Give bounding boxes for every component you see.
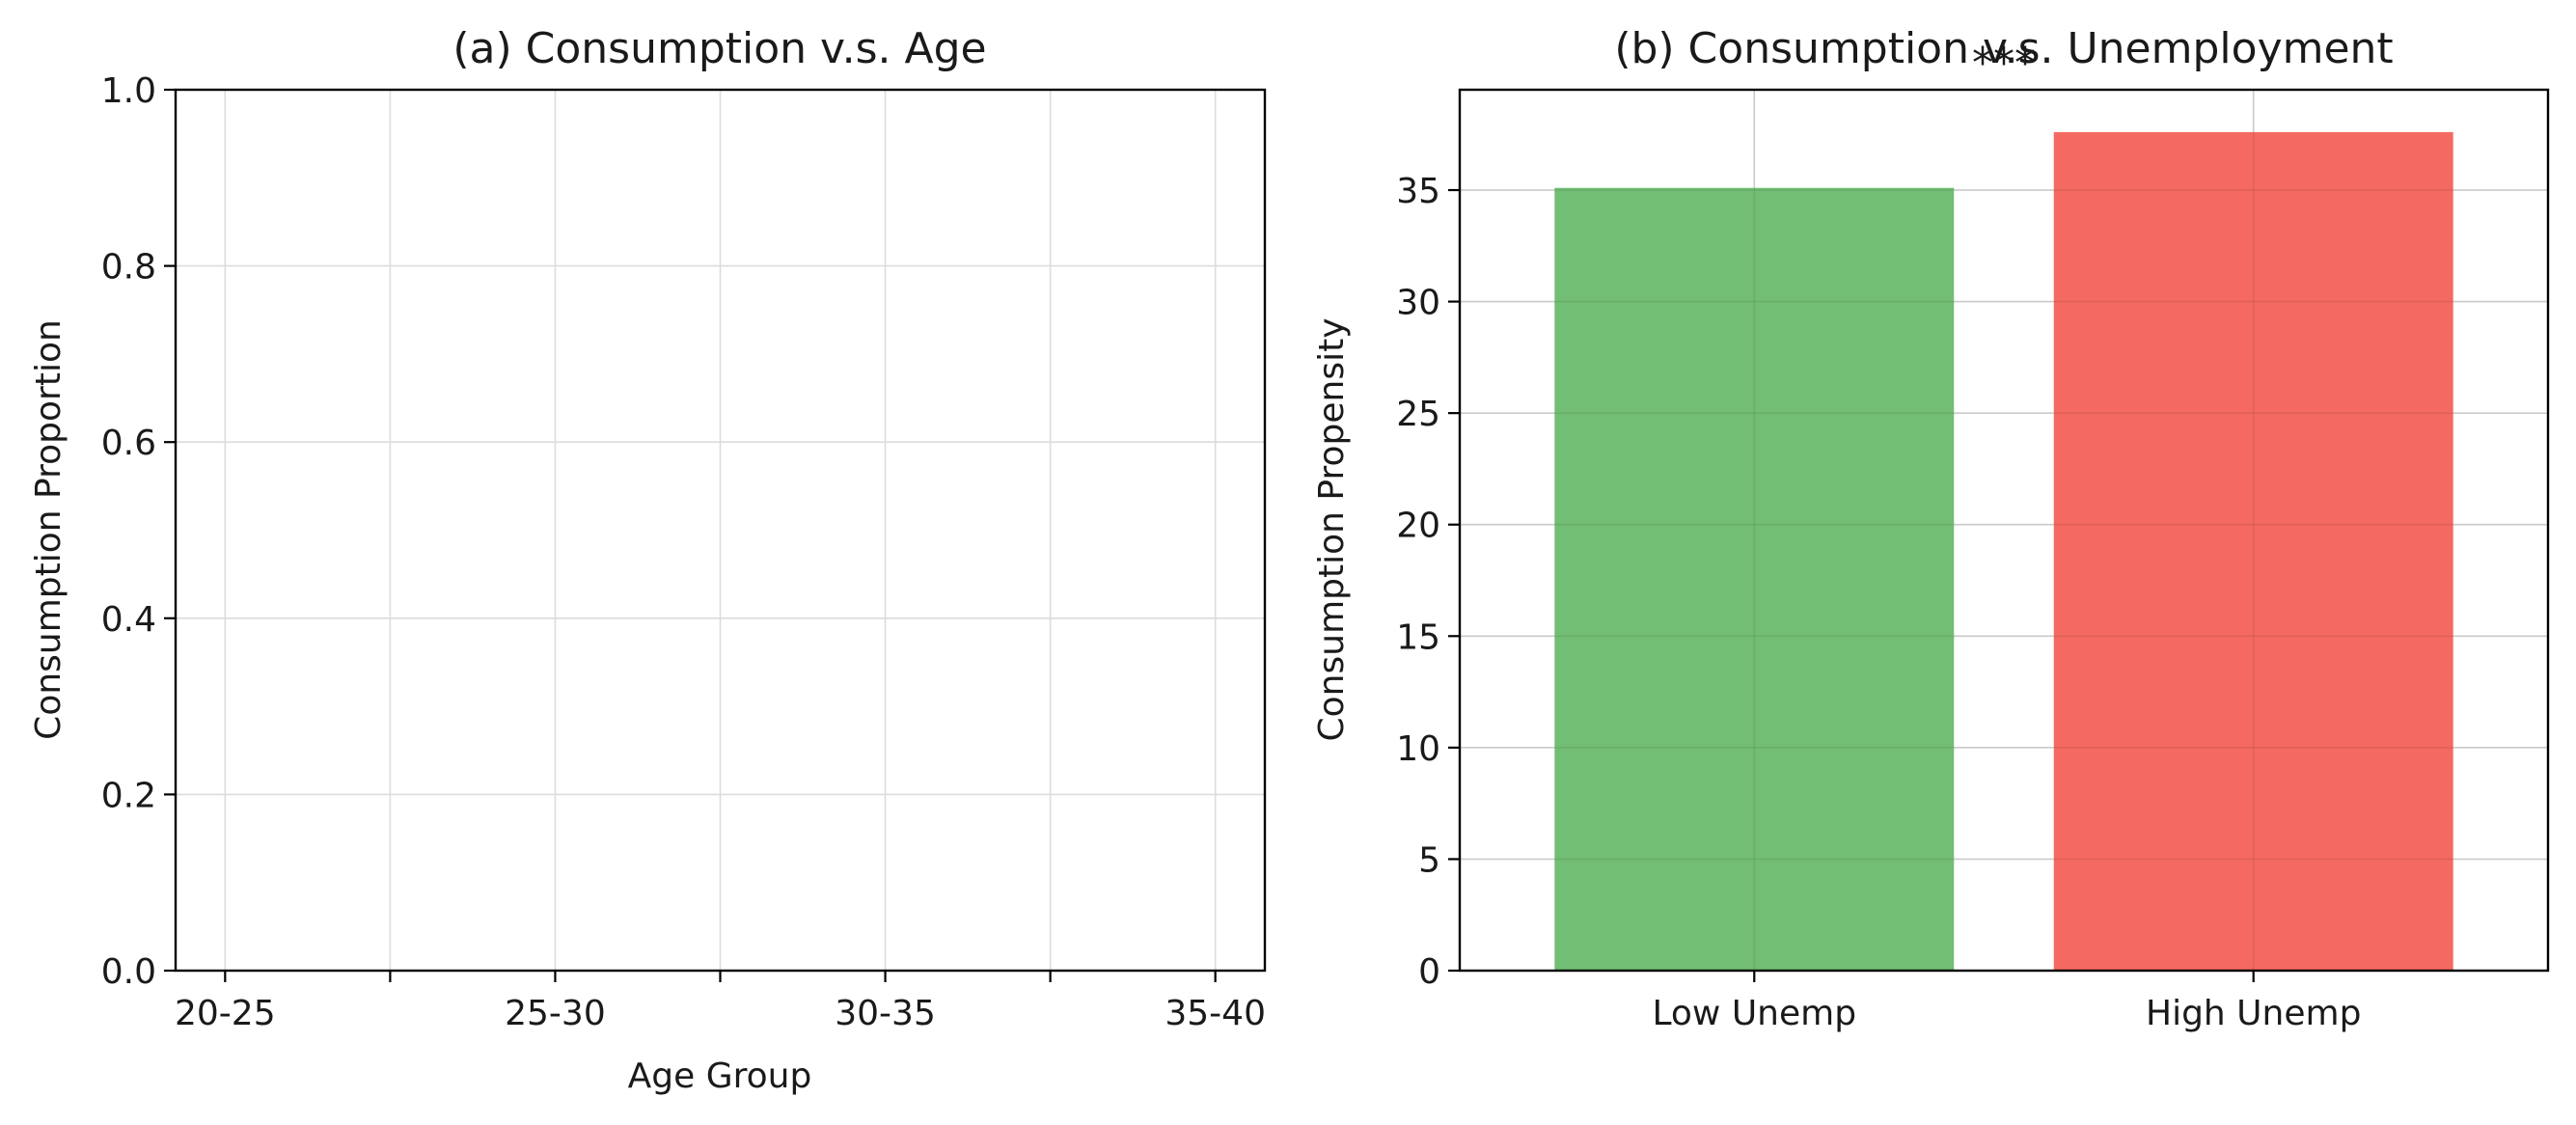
y-tick-label: 0 [1418, 952, 1440, 992]
panel-a-y-axis-label: Consumption Proportion [29, 319, 69, 740]
y-tick-label: 0.6 [101, 424, 156, 463]
x-tick-label: 25-30 [505, 994, 606, 1033]
panel-consumption-vs-unemployment: 0 5 10 15 20 25 30 35 Low Unemp High Unemp (b) Co… [1312, 24, 2550, 1033]
y-tick-label: 25 [1396, 395, 1440, 434]
x-tick-label: Low Unemp [1652, 994, 1856, 1033]
y-tick-label: 0.4 [101, 600, 156, 640]
bar-high-unemp [2053, 131, 2453, 972]
significance-annotation: *** [1972, 39, 2036, 88]
y-tick-label: 15 [1396, 617, 1440, 657]
y-tick-label: 20 [1396, 507, 1440, 546]
x-tick-label: 20-25 [175, 994, 276, 1033]
x-tick-label: 35-40 [1165, 994, 1266, 1033]
x-tick-label: High Unemp [2146, 994, 2361, 1033]
panel-a-ticks: 20-25 25-30 30-35 35-40 0.0 0.2 0.4 0.6 0.8 1.0 [101, 71, 1266, 1033]
panel-consumption-vs-age: 20-25 25-30 30-35 35-40 0.0 0.2 0.4 0.6 0.8 1.0 (… [29, 24, 1267, 1096]
panel-b-bars [1554, 131, 2453, 972]
panel-b-ticks: 0 5 10 15 20 25 30 35 Low Unemp High Unemp [1396, 172, 2361, 1033]
bar-low-unemp [1554, 187, 1955, 971]
y-tick-label: 35 [1396, 172, 1440, 211]
panel-b-title: (b) Consumption v.s. Unemployment [1614, 24, 2393, 73]
panel-b-plot-area [1458, 88, 2550, 973]
y-tick-label: 0.8 [101, 248, 156, 288]
y-tick-label: 0.0 [101, 952, 156, 992]
panel-a-title: (a) Consumption v.s. Age [452, 24, 986, 73]
y-tick-label: 10 [1396, 729, 1440, 769]
y-tick-label: 0.2 [101, 776, 156, 815]
x-tick-label: 30-35 [835, 994, 936, 1033]
y-tick-label: 1.0 [101, 71, 156, 111]
y-tick-label: 30 [1396, 284, 1440, 323]
panel-a-x-axis-label: Age Group [628, 1056, 812, 1096]
y-tick-label: 5 [1418, 840, 1440, 880]
panel-b-y-axis-label: Consumption Propensity [1312, 318, 1352, 742]
panel-a-gridlines [176, 89, 1265, 972]
